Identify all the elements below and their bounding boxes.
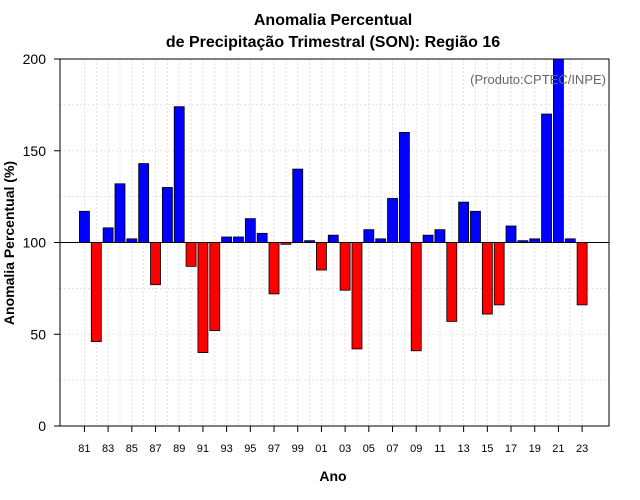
bar-22 <box>564 238 576 243</box>
bar-04 <box>351 242 363 350</box>
bar-02 <box>327 234 339 243</box>
x-tick-label: 19 <box>529 443 541 455</box>
x-tick-label: 03 <box>339 443 351 455</box>
bar-99 <box>292 168 304 243</box>
y-axis: 0 50 100 150 200 <box>23 51 60 434</box>
y-axis-title: Anomalia Percentual (%) <box>1 161 17 325</box>
y-tick-label: 100 <box>23 235 47 251</box>
x-tick-label: 15 <box>481 443 493 455</box>
y-tick-label: 0 <box>38 418 46 434</box>
x-tick-label: 09 <box>410 443 422 455</box>
x-tick-label: 11 <box>434 443 445 455</box>
bar-14 <box>470 210 481 243</box>
x-axis-title: Ano <box>319 468 346 484</box>
x-tick-label: 05 <box>363 443 375 455</box>
bar-19 <box>529 238 541 243</box>
chart-title-line1: Anomalia Percentual <box>254 12 412 29</box>
bar-layer <box>79 58 588 353</box>
bar-94 <box>233 236 244 243</box>
x-tick-label: 85 <box>126 443 138 455</box>
bar-89 <box>173 106 185 243</box>
x-tick-label: 23 <box>576 443 588 455</box>
x-tick-label: 17 <box>505 443 517 455</box>
grid-layer <box>60 59 609 426</box>
bar-83 <box>102 227 114 243</box>
x-axis: 81 83 85 87 89 91 93 95 97 99 01 03 05 07 09 11 13 15 17 19… <box>78 426 588 455</box>
bar-07 <box>387 198 398 243</box>
x-tick-label: 87 <box>149 443 161 455</box>
bar-20 <box>541 113 552 243</box>
x-tick-label: 97 <box>268 443 280 455</box>
bar-05 <box>363 229 375 243</box>
x-tick-label: 81 <box>78 443 90 455</box>
bar-91 <box>197 242 209 353</box>
x-tick-label: 89 <box>173 443 185 455</box>
bar-23 <box>576 242 588 306</box>
bar-08 <box>398 131 410 243</box>
x-tick-label: 13 <box>458 443 470 455</box>
bar-86 <box>138 163 150 243</box>
x-tick-label: 95 <box>244 443 256 455</box>
y-tick-label: 150 <box>23 143 47 159</box>
credit-label: (Produto:CPTEC/INPE) <box>470 72 606 87</box>
x-tick-label: 91 <box>197 443 209 455</box>
bar-12 <box>446 242 458 322</box>
bar-13 <box>458 201 470 243</box>
x-tick-label: 99 <box>292 443 304 455</box>
y-tick-label: 200 <box>23 51 47 67</box>
bar-01 <box>316 242 327 271</box>
bar-17 <box>505 225 517 243</box>
bar-03 <box>339 242 351 291</box>
bar-97 <box>268 242 280 295</box>
bar-10 <box>422 234 434 243</box>
bar-90 <box>185 242 197 267</box>
x-tick-label: 21 <box>552 443 564 455</box>
bar-88 <box>161 187 173 243</box>
bar-93 <box>221 236 233 243</box>
bar-11 <box>434 229 446 243</box>
x-tick-label: 93 <box>221 443 233 455</box>
bar-84 <box>114 183 126 243</box>
bar-85 <box>126 238 138 243</box>
bar-82 <box>90 242 102 342</box>
x-tick-label: 07 <box>386 443 398 455</box>
bar-16 <box>493 242 505 306</box>
bar-92 <box>209 242 221 331</box>
bar-09 <box>410 242 422 352</box>
bar-96 <box>256 232 268 243</box>
bar-06 <box>375 238 387 243</box>
chart-title-line2: de Precipitação Trimestral (SON): Região… <box>166 34 500 51</box>
bar-87 <box>150 242 161 286</box>
y-tick-label: 50 <box>30 326 46 342</box>
bar-81 <box>79 210 90 243</box>
x-tick-label: 83 <box>102 443 114 455</box>
bar-15 <box>481 242 493 315</box>
bar-95 <box>244 218 256 243</box>
x-tick-label: 01 <box>315 443 327 455</box>
